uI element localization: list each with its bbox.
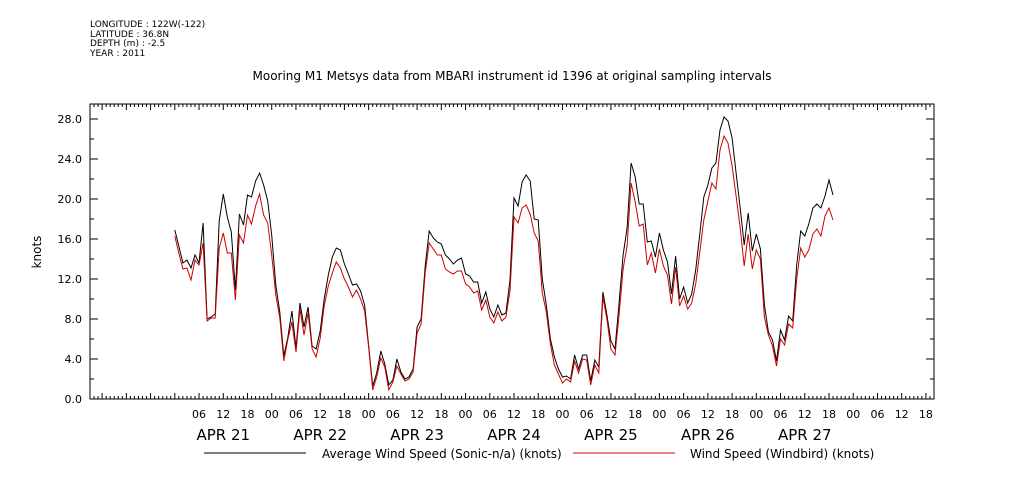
x-tick-label: 18	[531, 408, 545, 421]
x-tick-label: 12	[701, 408, 715, 421]
day-label: APR 25	[584, 426, 638, 444]
x-tick-label: 06	[483, 408, 497, 421]
day-label: APR 24	[487, 426, 541, 444]
x-tick-label: 18	[919, 408, 933, 421]
x-tick-label: 18	[434, 408, 448, 421]
x-tick-label: 18	[725, 408, 739, 421]
chart-title: Mooring M1 Metsys data from MBARI instru…	[253, 69, 772, 83]
x-tick-label: 06	[192, 408, 206, 421]
y-tick-label: 0.0	[65, 393, 83, 406]
x-tick-label: 06	[289, 408, 303, 421]
series-line-windbird-wind-speed	[174, 134, 834, 392]
x-tick-label: 12	[410, 408, 424, 421]
x-tick-label: 00	[555, 408, 569, 421]
plot-frame	[89, 103, 935, 400]
x-tick-label: 18	[628, 408, 642, 421]
x-tick-label: 18	[240, 408, 254, 421]
legend-label-average: Average Wind Speed (Sonic-n/a) (knots)	[322, 447, 562, 461]
x-tick-label: 12	[895, 408, 909, 421]
x-tick-label: 12	[798, 408, 812, 421]
year-text: YEAR : 2011	[90, 48, 146, 59]
latitude-text: LATITUDE : 36.8N	[90, 29, 170, 40]
y-axis-label: knots	[30, 236, 44, 269]
y-axis: 0.0 4.0 8.0 12.0 16.0 20.0 24.0 28.0	[58, 113, 934, 406]
x-tick-label: 12	[604, 408, 618, 421]
y-tick-label: 16.0	[58, 233, 83, 246]
y-tick-label: 8.0	[65, 313, 83, 326]
x-tick-label: 00	[846, 408, 860, 421]
day-label: APR 23	[390, 426, 444, 444]
y-tick-label: 28.0	[58, 113, 83, 126]
day-label: APR 22	[293, 426, 347, 444]
x-tick-label: 06	[677, 408, 691, 421]
data-lines	[174, 116, 834, 392]
x-tick-label: 06	[774, 408, 788, 421]
day-label: APR 26	[681, 426, 735, 444]
x-tick-label: 06	[386, 408, 400, 421]
x-axis: 06 12 18 00 06 12 18 00 06 12 18 00 06 12 18 00 06 12 18 00…	[192, 408, 933, 444]
x-tick-label: 00	[652, 408, 666, 421]
x-tick-label: 12	[313, 408, 327, 421]
y-tick-label: 12.0	[58, 273, 83, 286]
x-tick-label: 00	[265, 408, 279, 421]
metadata-block: LONGITUDE : 122W(-122) LATITUDE : 36.8N …	[90, 20, 206, 59]
axis-ticks	[89, 104, 935, 399]
y-tick-label: 20.0	[58, 193, 83, 206]
series-line-average-wind-speed	[174, 116, 834, 387]
x-tick-label: 12	[507, 408, 521, 421]
x-tick-label: 12	[216, 408, 230, 421]
longitude-text: LONGITUDE : 122W(-122)	[90, 20, 206, 30]
x-tick-label: 06	[870, 408, 884, 421]
x-tick-label: 00	[362, 408, 376, 421]
x-tick-label: 00	[749, 408, 763, 421]
y-tick-label: 24.0	[58, 153, 83, 166]
x-tick-label: 18	[822, 408, 836, 421]
depth-text: DEPTH (m) : -2.5	[90, 39, 166, 49]
legend-label-windbird: Wind Speed (Windbird) (knots)	[690, 447, 874, 461]
x-tick-label: 00	[459, 408, 473, 421]
day-label: APR 21	[196, 426, 250, 444]
x-tick-label: 18	[337, 408, 351, 421]
x-tick-label: 06	[580, 408, 594, 421]
day-label: APR 27	[778, 426, 832, 444]
y-tick-label: 4.0	[65, 353, 83, 366]
